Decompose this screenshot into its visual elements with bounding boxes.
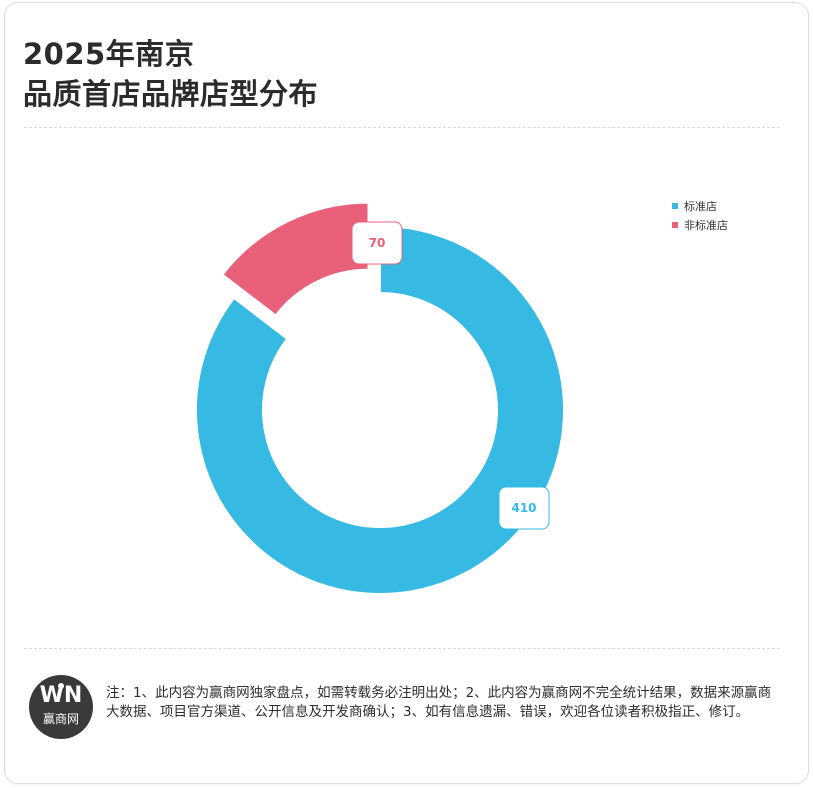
data-label-value: 410 (511, 501, 536, 515)
donut-slices (195, 201, 565, 595)
chart-title: 2025年南京 品质首店品牌店型分布 (23, 34, 318, 114)
data-label-box (498, 486, 550, 530)
legend-label-1: 标准店 (684, 199, 717, 213)
chart-title-line-2: 品质首店品牌店型分布 (23, 77, 319, 111)
logo-mark: WN (39, 683, 83, 708)
data-label-slice-1: 410 (498, 486, 550, 530)
donut-slice-2 (221, 201, 370, 317)
yingshang-logo: WN 赢商网 (29, 675, 93, 739)
donut-slice-1 (195, 224, 565, 595)
legend-swatch-1 (672, 203, 678, 209)
legend-label-2: 非标准店 (684, 218, 728, 232)
header-divider (24, 127, 780, 128)
logo-name: 赢商网 (42, 712, 79, 726)
data-label-slice-2: 70 (351, 221, 403, 265)
footnote: 注：1、此内容为赢商网独家盘点，如需转载务必注明出处；2、此内容为赢商网不完全统… (106, 685, 772, 720)
chart-title-line-1: 2025年南京 (23, 37, 195, 71)
chart-card (4, 2, 809, 784)
data-label-box (351, 221, 403, 265)
footer-divider (24, 648, 780, 649)
legend-swatch-2 (672, 222, 678, 228)
data-label-value: 70 (369, 236, 386, 250)
data-labels: 410 70 (351, 221, 550, 530)
logo-dot-icon (58, 683, 64, 689)
